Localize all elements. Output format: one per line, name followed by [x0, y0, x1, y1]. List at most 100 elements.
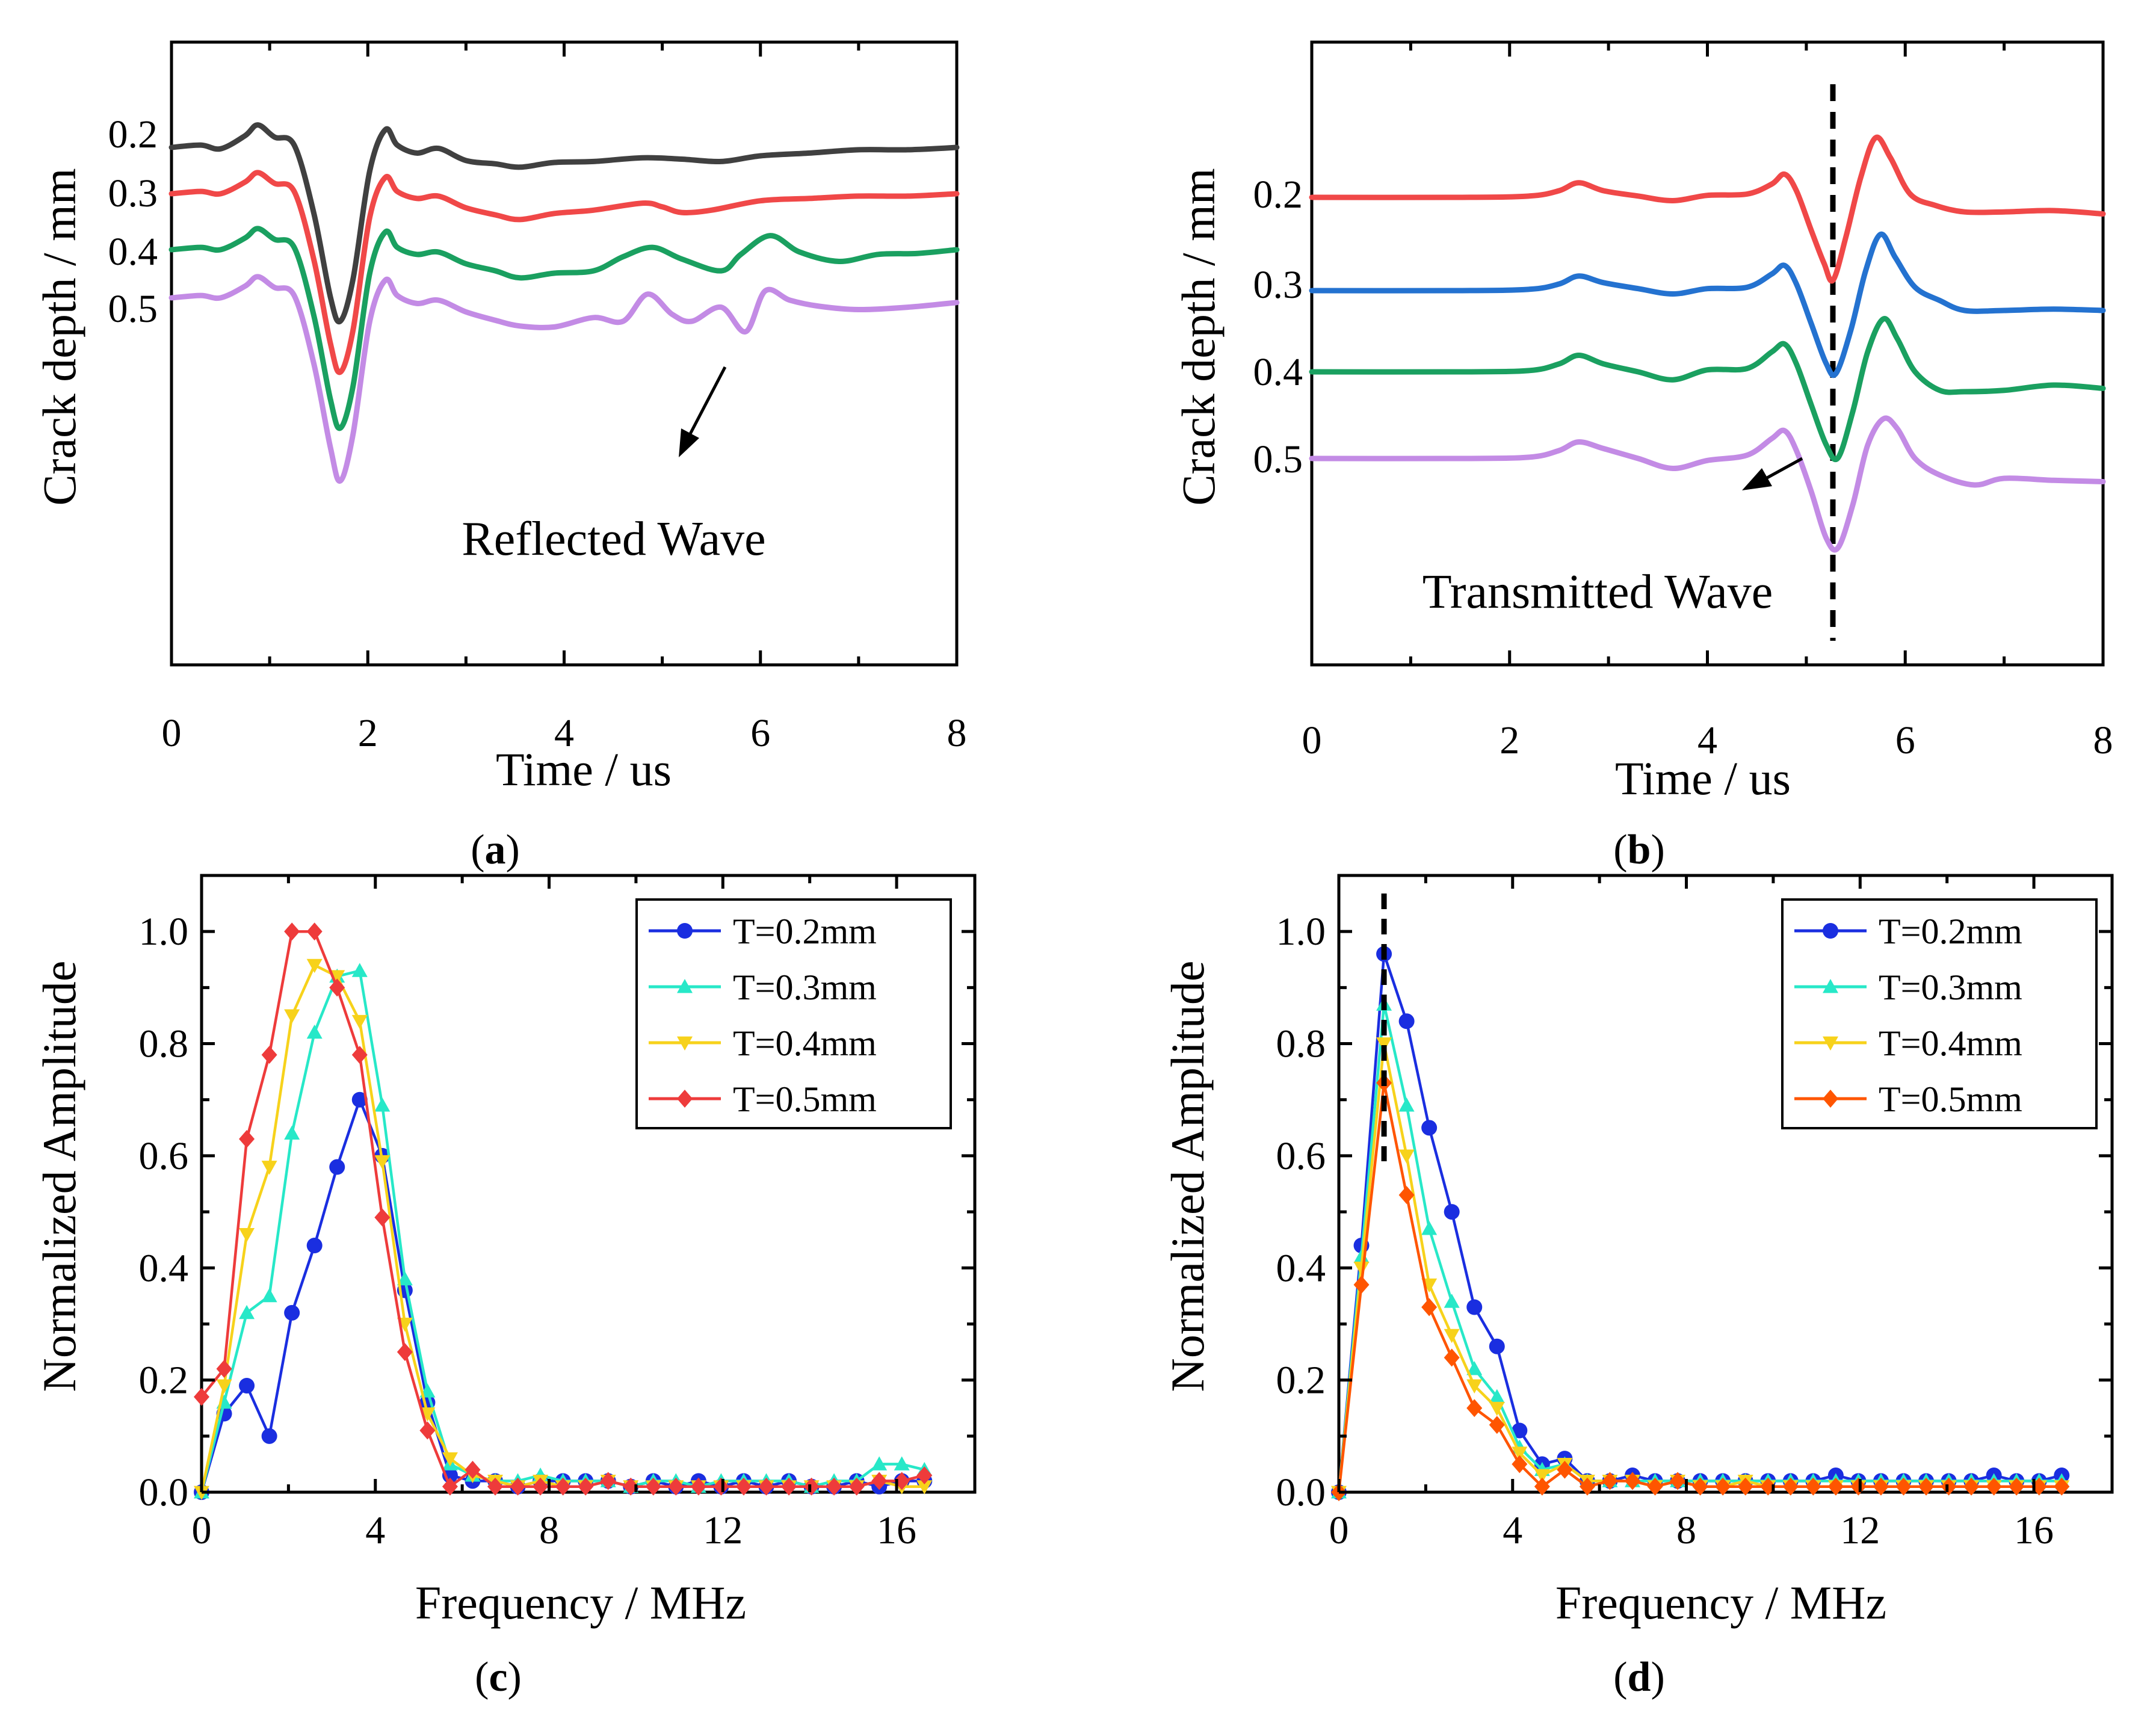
y-tick-label: 0.2 — [139, 1359, 189, 1403]
data-point-marker — [735, 1477, 752, 1496]
x-tick-label: 16 — [877, 1508, 916, 1552]
data-point-marker — [1827, 1477, 1844, 1496]
data-point-marker — [871, 1456, 888, 1471]
y-tick-label: 0.8 — [1276, 1022, 1326, 1066]
y-tick-label: 0.4 — [139, 1246, 189, 1290]
data-point-marker — [1398, 1013, 1415, 1029]
legend-marker — [1823, 1090, 1838, 1108]
series-group-b — [1309, 134, 2106, 553]
data-point-marker — [1602, 1472, 1618, 1490]
series-line-0.5 — [1309, 415, 2106, 553]
data-point-marker — [239, 1130, 255, 1148]
y-ticks-c: 0.0 0.2 0.4 0.6 0.8 1.0 — [139, 910, 975, 1514]
y-tick-label: 1.0 — [1276, 910, 1326, 954]
annotation-transmitted-wave: Transmitted Wave — [1422, 566, 1773, 619]
series-group-a — [168, 122, 960, 484]
data-point-marker — [1398, 1097, 1415, 1112]
data-point-marker — [1421, 1120, 1438, 1136]
series-line-0.3 — [168, 170, 960, 375]
y-tick-label: 0.8 — [139, 1022, 189, 1066]
x-tick-label: 6 — [750, 711, 770, 755]
depth-label: 0.5 — [1253, 437, 1303, 481]
data-point-marker — [1963, 1477, 1980, 1496]
data-point-marker — [351, 963, 368, 977]
legend-c: T=0.2mm T=0.3mm T=0.4mm T=0.5mm — [635, 898, 952, 1129]
data-point-marker — [1444, 1204, 1460, 1220]
data-point-marker — [803, 1477, 820, 1496]
data-point-marker — [397, 1343, 413, 1361]
data-point-marker — [1986, 1477, 2002, 1496]
caption-b: (b) — [1613, 827, 1665, 873]
x-tick-label: 4 — [554, 711, 574, 755]
y-axis-label-d: Normalized Amplitude — [1161, 960, 1214, 1392]
x-tick-label: 8 — [539, 1508, 559, 1552]
data-point-marker — [1534, 1477, 1550, 1496]
panel-a: 0 2 4 6 8 0.2 0.3 0.4 0.5 Crack depth / mm T… — [33, 40, 967, 873]
data-point-marker — [284, 922, 300, 941]
data-point-marker — [1444, 1294, 1460, 1308]
data-point-marker — [284, 1304, 300, 1321]
x-axis-label-d: Frequency / MHz — [1555, 1576, 1886, 1629]
data-point-marker — [916, 1466, 933, 1484]
data-point-marker — [261, 1428, 277, 1444]
annotation-reflected-wave: Reflected Wave — [462, 513, 765, 566]
y-tick-label: 0.6 — [1276, 1134, 1326, 1178]
data-point-marker — [306, 958, 323, 974]
data-point-marker — [1557, 1460, 1573, 1479]
data-point-marker — [239, 1377, 255, 1394]
data-point-marker — [261, 1288, 277, 1303]
series-line-0.3 — [1309, 231, 2106, 378]
legend-marker — [1823, 1036, 1838, 1051]
caption-d: (d) — [1613, 1654, 1665, 1700]
data-point-marker — [555, 1477, 571, 1496]
x-tick-label: 0 — [162, 711, 182, 755]
depth-labels-a: 0.2 0.3 0.4 0.5 — [108, 113, 158, 331]
x-ticks-b: 0 2 4 6 8 — [1302, 42, 2113, 762]
legend-marker — [677, 1090, 693, 1108]
data-point-marker — [419, 1407, 436, 1422]
y-ticks-d: 0.0 0.2 0.4 0.6 0.8 1.0 — [1276, 910, 2112, 1514]
x-tick-label: 16 — [2014, 1508, 2054, 1552]
data-point-marker — [645, 1477, 661, 1496]
data-point-marker — [442, 1477, 458, 1496]
depth-label: 0.3 — [1253, 263, 1303, 307]
x-ticks-a: 0 2 4 6 8 — [162, 42, 967, 755]
legend-marker — [1823, 923, 1838, 939]
arrow-a — [679, 366, 727, 457]
data-point-marker — [1398, 1149, 1415, 1164]
data-point-marker — [239, 1227, 255, 1242]
x-tick-label: 12 — [1840, 1508, 1880, 1552]
depth-label: 0.4 — [108, 230, 158, 274]
data-point-marker — [261, 1046, 277, 1064]
data-point-marker — [1625, 1472, 1641, 1490]
legend-marker — [1823, 979, 1838, 993]
depth-labels-b: 0.2 0.3 0.4 0.5 — [1253, 173, 1303, 481]
y-axis-label-c: Normalized Amplitude — [33, 960, 85, 1392]
legend-box — [1781, 898, 2098, 1129]
y-tick-label: 0.2 — [1276, 1359, 1326, 1403]
panel-b: 0 2 4 6 8 0.2 0.3 0.4 0.5 Crack depth / mm T… — [1172, 40, 2113, 873]
data-point-marker — [1421, 1298, 1438, 1316]
data-point-marker — [1715, 1477, 1731, 1496]
data-point-marker — [1534, 1469, 1550, 1484]
data-point-marker — [1489, 1416, 1505, 1434]
data-point-marker — [1512, 1455, 1528, 1474]
panel-c: 0 4 8 12 16 0.0 0.2 0.4 0.6 0.8 1.0 Normalized Am… — [33, 874, 977, 1700]
data-point-marker — [239, 1304, 255, 1319]
legend-marker — [677, 1036, 693, 1051]
data-point-marker — [1512, 1422, 1528, 1439]
data-point-marker — [781, 1477, 797, 1496]
y-axis-label-a: Crack depth / mm — [33, 168, 85, 505]
data-point-marker — [2054, 1477, 2070, 1496]
x-ticks-c: 0 4 8 12 16 — [192, 875, 916, 1552]
data-point-marker — [1466, 1399, 1483, 1418]
data-point-marker — [374, 1155, 391, 1170]
depth-label: 0.3 — [108, 171, 158, 215]
legend-entry: T=0.3mm — [1879, 968, 2022, 1007]
x-tick-label: 2 — [1500, 718, 1519, 762]
data-point-marker — [465, 1460, 481, 1479]
x-tick-label: 0 — [1329, 1508, 1349, 1552]
data-point-marker — [397, 1271, 413, 1286]
legend-entry: T=0.3mm — [733, 968, 877, 1007]
